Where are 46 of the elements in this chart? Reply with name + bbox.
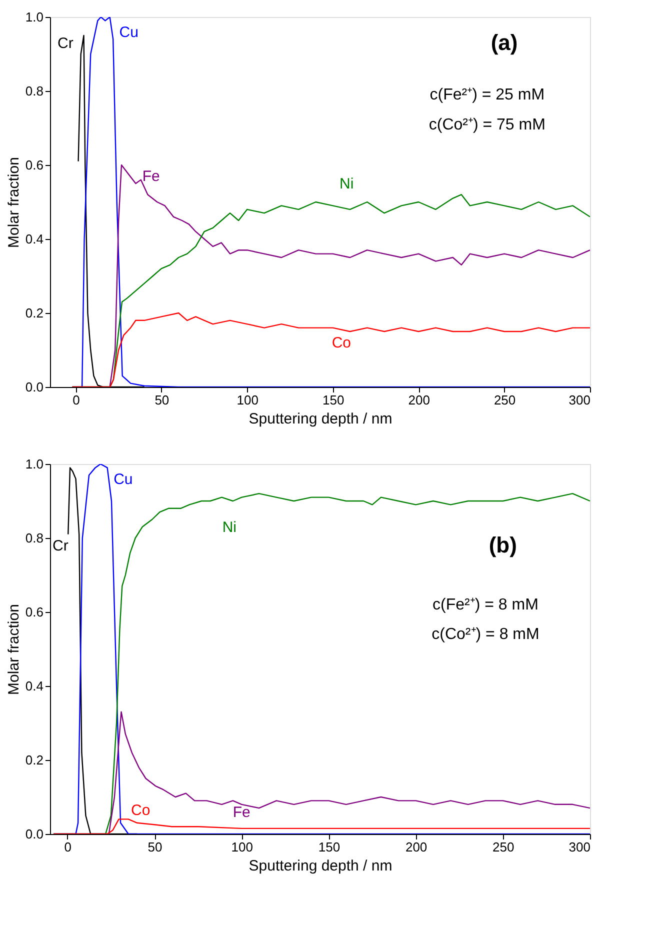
x-tick-label: 100 — [236, 392, 258, 408]
x-tick-label: 150 — [318, 840, 340, 854]
annotation: c(Co²⁺) = 75 mM — [428, 116, 546, 134]
x-axis-title: Sputtering depth / nm — [248, 410, 392, 428]
series-label: Co — [130, 802, 150, 819]
annotation: c(Co²⁺) = 8 mM — [432, 626, 540, 644]
y-tick-label: 0.0 — [25, 826, 44, 842]
y-axis-title: Molar fraction — [5, 604, 22, 695]
series-label: Ni — [222, 518, 237, 536]
x-tick-label: 300 — [568, 392, 590, 408]
y-tick-label: 0.0 — [25, 380, 44, 394]
x-tick-label: 250 — [492, 840, 514, 854]
annotation: c(Fe²⁺) = 25 mM — [430, 86, 545, 104]
x-tick-label: 150 — [322, 392, 344, 408]
x-axis-title: Sputtering depth / nm — [248, 858, 392, 874]
x-tick-label: 50 — [148, 840, 162, 854]
x-tick-label: 50 — [154, 392, 170, 408]
x-tick-label: 200 — [408, 392, 430, 408]
y-tick-label: 0.6 — [25, 604, 44, 620]
series-label: Cr — [58, 34, 74, 52]
y-tick-label: 1.0 — [25, 10, 44, 24]
series-label: Cr — [52, 537, 68, 554]
y-tick-label: 0.4 — [25, 678, 44, 694]
y-axis-title: Molar fraction — [5, 157, 22, 248]
annotation: (b) — [488, 532, 517, 558]
y-tick-label: 0.8 — [25, 530, 44, 546]
x-tick-label: 200 — [405, 840, 428, 854]
x-tick-label: 0 — [64, 840, 72, 854]
x-tick-label: 0 — [72, 392, 80, 408]
series-label: Co — [332, 334, 352, 352]
y-tick-label: 0.6 — [25, 158, 44, 172]
y-tick-label: 0.2 — [25, 306, 44, 320]
annotation: c(Fe²⁺) = 8 mM — [432, 596, 538, 614]
series-label: Fe — [142, 168, 160, 186]
y-tick-label: 1.0 — [25, 456, 44, 472]
x-tick-label: 250 — [494, 392, 516, 408]
x-tick-label: 300 — [568, 840, 590, 854]
series-label: Cu — [114, 470, 133, 488]
y-tick-label: 0.4 — [25, 232, 44, 246]
y-tick-label: 0.2 — [25, 752, 44, 768]
annotation: (a) — [490, 30, 518, 55]
series-label: Ni — [339, 176, 354, 192]
x-tick-label: 100 — [231, 840, 253, 854]
series-label: Fe — [232, 804, 250, 821]
y-tick-label: 0.8 — [25, 84, 44, 98]
series-label: Cu — [119, 24, 138, 41]
